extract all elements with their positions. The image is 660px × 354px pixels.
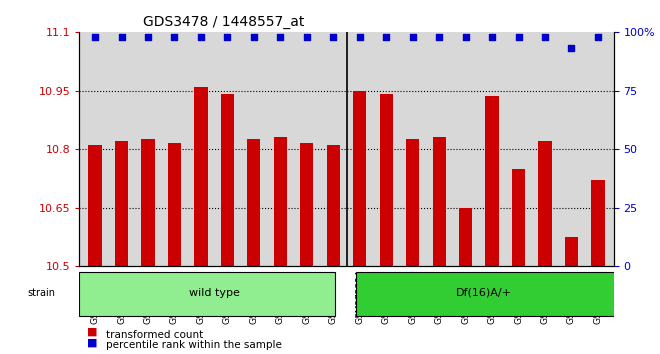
Point (540, 34, 550, 39)
Bar (115, 141, 128, 267)
FancyBboxPatch shape (356, 272, 624, 316)
Point (195, 34, 206, 39)
Bar (353, 91, 366, 267)
Bar (300, 143, 314, 267)
Point (143, 34, 153, 39)
Bar (591, 181, 605, 267)
Bar (221, 95, 234, 267)
Bar (379, 95, 393, 267)
Bar (327, 145, 340, 267)
Point (513, 34, 524, 39)
Point (275, 34, 286, 39)
Text: ■: ■ (87, 337, 98, 347)
Bar (141, 139, 154, 267)
Text: GDS3478 / 1448557_at: GDS3478 / 1448557_at (143, 16, 305, 29)
FancyBboxPatch shape (79, 272, 335, 316)
Point (460, 34, 471, 39)
Point (381, 34, 391, 39)
Bar (432, 137, 446, 267)
Bar (88, 145, 102, 267)
Text: strain: strain (27, 287, 55, 297)
Text: ■: ■ (87, 326, 98, 337)
Bar (406, 139, 419, 267)
Text: percentile rank within the sample: percentile rank within the sample (106, 340, 281, 350)
Point (487, 34, 498, 39)
Point (407, 34, 418, 39)
Text: transformed count: transformed count (106, 330, 203, 339)
Bar (274, 137, 287, 267)
Point (169, 34, 180, 39)
Point (328, 34, 339, 39)
Point (434, 34, 444, 39)
Point (566, 45, 577, 51)
Bar (194, 87, 207, 267)
Point (354, 34, 365, 39)
Bar (168, 143, 181, 267)
Point (593, 34, 603, 39)
Point (90, 34, 100, 39)
Text: wild type: wild type (189, 287, 240, 297)
Point (302, 34, 312, 39)
Bar (565, 237, 578, 267)
Point (222, 34, 233, 39)
Text: Df(16)A/+: Df(16)A/+ (456, 287, 512, 297)
Point (116, 34, 127, 39)
Bar (512, 169, 525, 267)
Point (249, 34, 259, 39)
Bar (248, 139, 261, 267)
Bar (459, 208, 472, 267)
Bar (486, 96, 499, 267)
Bar (539, 141, 552, 267)
